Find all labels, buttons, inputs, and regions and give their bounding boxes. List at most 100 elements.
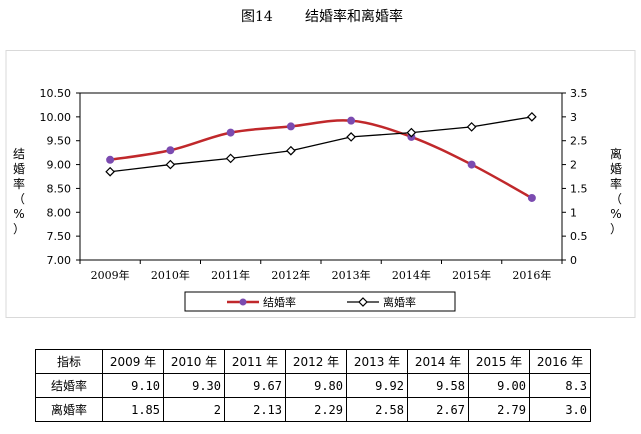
left-axis-tick-label: 8.50 bbox=[47, 182, 72, 195]
legend-divorce-label: 离婚率 bbox=[383, 295, 416, 309]
right-axis-tick-label: 2.5 bbox=[570, 135, 588, 148]
series-marriage-point bbox=[347, 116, 356, 125]
left-axis-tick-label: 7.00 bbox=[47, 254, 72, 267]
table-cell: 2.29 bbox=[285, 397, 347, 422]
table-year-header: 2012 年 bbox=[285, 349, 347, 374]
svg-text:率: 率 bbox=[610, 176, 622, 191]
right-axis-tick-label: 1.5 bbox=[570, 182, 588, 195]
series-marriage-point bbox=[527, 193, 536, 202]
x-axis-tick-label: 2015年 bbox=[452, 268, 491, 282]
svg-text:）: ） bbox=[610, 222, 622, 236]
series-divorce-point bbox=[105, 166, 115, 177]
svg-text:%: % bbox=[610, 207, 621, 221]
right-axis-title: 离婚率（%） bbox=[610, 146, 622, 236]
series-divorce-point bbox=[165, 159, 176, 170]
table-year-header: 2016 年 bbox=[529, 349, 591, 374]
svg-text:婚: 婚 bbox=[610, 162, 622, 176]
chart-area-border bbox=[5, 50, 636, 318]
plot-area-border bbox=[79, 92, 563, 261]
right-axis-tick-label: 1 bbox=[570, 206, 577, 219]
right-axis-tick-label: 0 bbox=[570, 254, 577, 267]
table-cell: 9.92 bbox=[346, 373, 408, 398]
table-cell: 2.13 bbox=[224, 397, 286, 422]
table-cell: 2 bbox=[163, 397, 225, 422]
table-cell: 9.10 bbox=[102, 373, 164, 398]
svg-text:（: （ bbox=[610, 192, 622, 206]
left-axis-title: 结婚率（%） bbox=[13, 147, 25, 236]
table-cell: 9.80 bbox=[285, 373, 347, 398]
table-row-marriage: 结婚率 9.10 9.30 9.67 9.80 9.92 9.58 9.00 8… bbox=[35, 373, 591, 398]
left-axis-tick-label: 9.00 bbox=[47, 159, 72, 172]
axes-layer: 7.00 7.50 8.00 8.50 9.00 9.50 10.00 10.50 0 0.5 1 1… bbox=[5, 50, 636, 318]
table-cell: 1.85 bbox=[102, 397, 164, 422]
series-marriage-point bbox=[286, 122, 295, 131]
table-year-header: 2015 年 bbox=[468, 349, 530, 374]
table-row-divorce: 离婚率 1.85 2 2.13 2.29 2.58 2.67 2.79 3.0 bbox=[35, 397, 591, 422]
x-axis-tick-label: 2016年 bbox=[512, 268, 551, 282]
series-layer bbox=[105, 112, 537, 202]
data-table: 指标 2009 年 2010 年 2011 年 2012 年 2013 年 20… bbox=[35, 349, 591, 422]
series-divorce-point bbox=[225, 153, 236, 164]
figure-number: 图14 bbox=[241, 9, 273, 25]
table-cell: 2.58 bbox=[346, 397, 408, 422]
x-axis-tick-label: 2011年 bbox=[211, 268, 250, 282]
series-divorce-line bbox=[110, 116, 532, 173]
table-cell: 2.67 bbox=[407, 397, 469, 422]
table-header-row: 指标 2009 年 2010 年 2011 年 2012 年 2013 年 20… bbox=[35, 349, 591, 374]
left-axis-tick-label: 7.50 bbox=[47, 230, 72, 243]
series-divorce-point bbox=[406, 127, 417, 138]
x-axis-tick-label: 2014年 bbox=[392, 268, 431, 282]
legend-divorce-marker bbox=[358, 297, 368, 307]
table-cell: 8.3 bbox=[529, 373, 591, 398]
table-cell: 9.58 bbox=[407, 373, 469, 398]
right-axis-tick-label: 3.5 bbox=[570, 87, 588, 100]
svg-text:婚: 婚 bbox=[13, 162, 25, 176]
series-divorce-point bbox=[286, 145, 296, 156]
table-year-header: 2009 年 bbox=[102, 349, 164, 374]
table-cell: 9.00 bbox=[468, 373, 530, 398]
svg-text:（: （ bbox=[13, 192, 25, 206]
legend-marriage-label: 结婚率 bbox=[263, 295, 296, 309]
legend-marriage-marker bbox=[239, 298, 247, 306]
series-divorce-point bbox=[466, 122, 477, 132]
figure-title-text: 结婚率和离婚率 bbox=[305, 9, 403, 25]
series-marriage-point bbox=[467, 160, 476, 169]
series-divorce-point bbox=[527, 112, 537, 122]
x-axis-tick-label: 2013年 bbox=[332, 268, 371, 282]
x-axis-tick-label: 2010年 bbox=[151, 268, 190, 282]
x-axis-tick-label: 2009年 bbox=[91, 268, 130, 282]
svg-text:结: 结 bbox=[13, 147, 25, 161]
x-axis-tick-label: 2012年 bbox=[271, 268, 310, 282]
left-axis-tick-label: 9.50 bbox=[47, 135, 72, 148]
series-marriage-line bbox=[109, 119, 533, 200]
table-year-header: 2014 年 bbox=[407, 349, 469, 374]
left-axis-tick-label: 10.50 bbox=[40, 87, 72, 100]
legend-box bbox=[184, 291, 456, 312]
table-header-label: 指标 bbox=[35, 349, 103, 374]
left-axis-tick-label: 10.00 bbox=[40, 111, 72, 124]
table-cell: 2.79 bbox=[468, 397, 530, 422]
right-axis-tick-label: 2 bbox=[570, 159, 577, 172]
table-row-label: 结婚率 bbox=[35, 373, 103, 398]
table-year-header: 2013 年 bbox=[346, 349, 408, 374]
svg-text:离: 离 bbox=[610, 146, 622, 161]
series-marriage-point bbox=[226, 128, 235, 137]
table-cell: 9.67 bbox=[224, 373, 286, 398]
svg-text:）: ） bbox=[13, 222, 25, 236]
table-cell: 3.0 bbox=[529, 397, 591, 422]
right-axis-tick-label: 3 bbox=[570, 111, 577, 124]
table-year-header: 2011 年 bbox=[224, 349, 286, 374]
table-cell: 9.30 bbox=[163, 373, 225, 398]
right-axis-tick-label: 0.5 bbox=[570, 230, 588, 243]
table-year-header: 2010 年 bbox=[163, 349, 225, 374]
figure-title: 图14 结婚率和离婚率 bbox=[0, 6, 641, 26]
marriage-divorce-chart: 7.00 7.50 8.00 8.50 9.00 9.50 10.00 10.50 0 0.5 1 1… bbox=[5, 50, 636, 318]
series-marriage-point bbox=[106, 155, 115, 164]
left-axis-tick-label: 8.00 bbox=[47, 206, 72, 219]
legend: 结婚率 离婚率 bbox=[184, 291, 456, 312]
series-marriage-point bbox=[166, 146, 175, 155]
svg-text:%: % bbox=[13, 207, 24, 221]
svg-text:率: 率 bbox=[13, 176, 25, 191]
table-row-label: 离婚率 bbox=[35, 397, 103, 422]
series-divorce-point bbox=[346, 132, 356, 142]
